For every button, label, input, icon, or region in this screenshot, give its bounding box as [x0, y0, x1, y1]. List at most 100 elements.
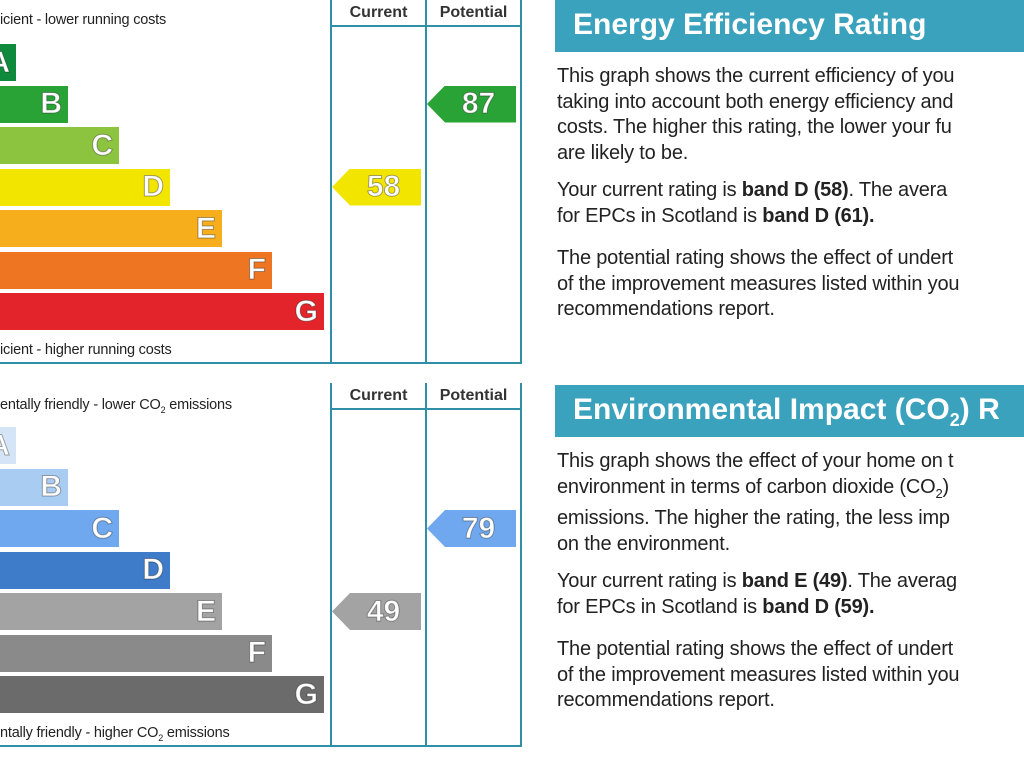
text-line: This graph shows the current efficiency …	[557, 65, 955, 87]
current-band-text: band E (49)	[741, 570, 848, 592]
frame-line	[330, 383, 332, 747]
energy-efficiency-panel: Energy Efficiency Rating This graph show…	[555, 0, 1024, 323]
text-line: . The avera	[848, 179, 948, 201]
band-g: G	[0, 676, 324, 713]
bottom-caption-subscript: 2	[158, 732, 164, 743]
text-line: of the improvement measures listed withi…	[557, 663, 960, 686]
band-letter: C	[91, 511, 114, 545]
band-letter: G	[294, 677, 318, 711]
text-line: environment in terms of carbon dioxide (…	[557, 475, 936, 498]
band-e: E	[0, 593, 222, 630]
text-line: Your current rating is	[557, 570, 742, 592]
bottom-caption-text: ntally friendly - higher CO	[0, 725, 159, 741]
environmental-impact-panel: Environmental Impact (CO2) R This graph …	[555, 385, 1024, 714]
band-letter: B	[40, 470, 63, 503]
frame-line	[520, 0, 522, 364]
band-e: E	[0, 210, 222, 247]
current-rating-value: 49	[366, 594, 401, 628]
bottom-caption: ntally friendly - higher CO2 emissions	[0, 725, 230, 743]
current-rating-paragraph: Your current rating is band E (49). The …	[555, 569, 1024, 620]
frame-line	[520, 383, 522, 747]
band-letter: D	[142, 170, 165, 203]
band-g: G	[0, 293, 324, 330]
band-letter: G	[294, 294, 318, 328]
text-line: recommendations report.	[557, 689, 775, 711]
current-rating-value: 58	[366, 170, 401, 203]
text-line: Your current rating is	[557, 179, 742, 201]
potential-rating-value: 79	[461, 511, 496, 545]
panel-title-subscript: 2	[949, 410, 960, 430]
top-caption-subscript: 2	[160, 404, 166, 415]
band-a: A	[0, 427, 16, 464]
text-line: . The averag	[847, 570, 957, 592]
current-rating-marker: 58	[332, 168, 421, 206]
band-d: D	[0, 551, 170, 589]
band-letter: B	[40, 87, 63, 120]
text-line: of the improvement measures listed withi…	[557, 272, 960, 295]
band-c: C	[0, 510, 119, 547]
potential-column-header: Potential	[439, 387, 508, 404]
potential-rating-marker: 79	[427, 510, 516, 547]
environmental-impact-chart: Current Potential entally friendly - low…	[0, 383, 524, 747]
band-letter: D	[142, 553, 165, 586]
text-line: are likely to be.	[557, 141, 689, 164]
frame-line	[330, 408, 522, 410]
band-b: B	[0, 468, 68, 506]
text-line: recommendations report.	[557, 298, 775, 320]
band-letter: F	[247, 253, 266, 286]
band-c: C	[0, 127, 119, 164]
band-b: B	[0, 85, 68, 123]
panel-title: Environmental Impact (CO2) R	[555, 385, 1024, 437]
text-line: for EPCs in Scotland is	[557, 595, 763, 618]
current-rating-paragraph: Your current rating is band D (58). The …	[555, 178, 1024, 229]
potential-column-header: Potential	[439, 4, 508, 21]
top-caption: icient - lower running costs	[0, 12, 167, 28]
text-line: for EPCs in Scotland is	[557, 204, 763, 227]
text-line: The potential rating shows the effect of…	[557, 247, 954, 269]
current-band-text: band D (58)	[741, 179, 849, 201]
text-line: )	[942, 475, 949, 498]
potential-rating-paragraph: The potential rating shows the effect of…	[555, 637, 1024, 714]
frame-line	[0, 362, 522, 364]
band-letter: C	[91, 128, 114, 162]
text-line: The potential rating shows the effect of…	[557, 638, 954, 660]
frame-line	[330, 0, 332, 364]
bottom-caption: icient - higher running costs	[0, 342, 172, 358]
subscript: 2	[935, 485, 943, 501]
current-column-header: Current	[349, 387, 408, 404]
frame-line	[0, 745, 522, 747]
top-caption-text-end: emissions	[165, 397, 232, 413]
energy-efficiency-chart: Current Potential icient - lower running…	[0, 0, 524, 364]
potential-rating-paragraph: The potential rating shows the effect of…	[555, 246, 1024, 323]
potential-rating-marker: 87	[427, 85, 516, 123]
bottom-caption-text-end: emissions	[163, 725, 230, 741]
text-line: taking into account both energy efficien…	[557, 90, 954, 113]
band-f: F	[0, 251, 272, 289]
current-rating-marker: 49	[332, 593, 421, 630]
panel-title-text: Environmental Impact (CO	[573, 393, 950, 426]
panel-title: Energy Efficiency Rating	[555, 0, 1024, 52]
text-line: costs. The higher this rating, the lower…	[557, 116, 952, 138]
average-band-text: band D (59).	[762, 595, 875, 618]
current-column-header: Current	[349, 4, 408, 21]
band-letter: A	[0, 47, 10, 78]
band-letter: F	[247, 636, 266, 669]
band-a: A	[0, 44, 16, 81]
band-letter: E	[195, 211, 216, 245]
average-band-text: band D (61).	[762, 204, 875, 227]
band-letter: E	[195, 594, 216, 628]
frame-line	[330, 25, 522, 27]
frame-line	[425, 0, 427, 364]
top-caption: entally friendly - lower CO2 emissions	[0, 397, 232, 415]
text-line: emissions. The higher the rating, the le…	[557, 507, 950, 529]
frame-line	[425, 383, 427, 747]
band-d: D	[0, 168, 170, 206]
potential-rating-value: 87	[461, 87, 496, 120]
band-letter: A	[0, 430, 10, 461]
description-paragraph: This graph shows the effect of your home…	[555, 449, 1024, 557]
band-f: F	[0, 634, 272, 672]
panel-title-text-end: ) R	[959, 393, 1000, 426]
description-paragraph: This graph shows the current efficiency …	[555, 64, 1024, 166]
text-line: on the environment.	[557, 532, 730, 555]
top-caption-text: entally friendly - lower CO	[0, 397, 161, 413]
